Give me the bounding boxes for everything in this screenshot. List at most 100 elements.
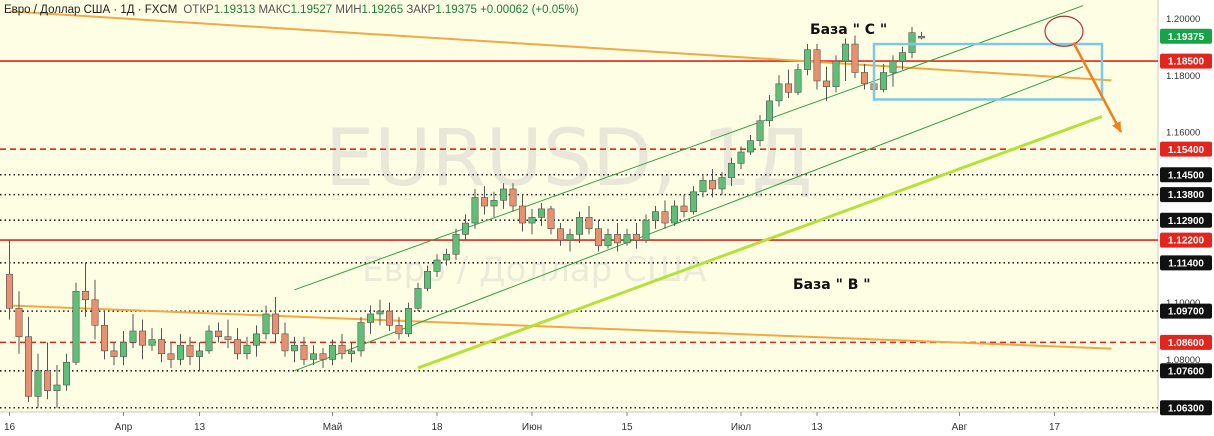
time-tick-label-0: 16 <box>4 422 16 433</box>
candle-body <box>832 60 840 87</box>
annotation-base-b: База " В " <box>793 277 871 293</box>
candle-body <box>680 205 688 212</box>
candle-body <box>43 370 51 391</box>
time-tick-label-10: 17 <box>1049 422 1061 433</box>
candle-body <box>623 234 631 244</box>
time-ticks: 16 Апр 13 Май 18 Июн 15 Июл 13 Авг 17 <box>4 412 1061 433</box>
candle-body <box>585 217 593 230</box>
level-badge-10-label: 1.06300 <box>1168 403 1205 414</box>
chart-legend: Евро / Доллар США · 1Д · FXCM ОТКР1.1931… <box>4 2 579 18</box>
candle-body <box>243 344 251 355</box>
level-badge-3-label: 1.13800 <box>1168 190 1205 201</box>
time-tick-label-9: Авг <box>952 422 968 433</box>
time-tick-label-5: Июн <box>522 422 542 433</box>
candle-body <box>205 330 213 352</box>
trendline-orange-lower <box>9 304 1112 350</box>
level-badge-0-label: 1.18500 <box>1168 57 1205 68</box>
level-badge-6-bg <box>1160 255 1212 271</box>
candle-body <box>699 180 707 193</box>
ohlc-values: ОТКР1.19313 МАКС1.19527 МИН1.19265 ЗАКР1… <box>183 4 578 16</box>
candle-body <box>328 344 336 360</box>
time-tick-label-3: Май <box>323 422 343 433</box>
candle-body <box>224 336 232 340</box>
candle-body <box>822 80 830 87</box>
candle-body <box>24 336 32 397</box>
candle-body <box>756 120 764 141</box>
symbol-title[interactable]: Евро / Доллар США · 1Д · FXCM <box>4 4 178 16</box>
candle-body <box>338 344 346 355</box>
candle-body <box>917 35 925 39</box>
candle-body <box>708 180 716 190</box>
candle-body <box>661 211 669 224</box>
candle-body <box>499 188 507 201</box>
candle-body <box>366 313 374 323</box>
candle-body <box>433 259 441 272</box>
level-badge-7-bg <box>1160 303 1212 319</box>
last-price-badge-bg <box>1160 28 1212 44</box>
candle-body <box>357 322 365 352</box>
candle-body <box>784 83 792 93</box>
candle-body <box>139 330 147 346</box>
time-tick-label-1: Апр <box>115 422 133 433</box>
candle-body <box>423 271 431 289</box>
candle-body <box>575 217 583 235</box>
candle-body <box>908 32 916 53</box>
candle-body <box>319 353 327 360</box>
price-badges: 1.18500 1.15400 1.14500 1.13800 1.12900 1.122… <box>1160 28 1212 416</box>
candle-body <box>290 344 298 352</box>
candle-body <box>15 307 23 338</box>
candle-body <box>718 177 726 190</box>
level-badge-1-label: 1.15400 <box>1168 145 1205 156</box>
price-tick-label-4: 1.08000 <box>1166 355 1200 366</box>
candle-body <box>309 353 317 360</box>
candle-body <box>253 333 261 346</box>
candle-body <box>404 307 412 335</box>
time-tick-label-8: 13 <box>811 422 823 433</box>
time-tick-label-4: 18 <box>431 422 443 433</box>
price-tick-label-3: 1.10000 <box>1166 298 1200 309</box>
candle-body <box>889 60 897 73</box>
candle-body <box>414 288 422 309</box>
last-price-badge-label: 1.19375 <box>1168 32 1205 43</box>
watermark-name: Евро / Доллар США <box>362 250 706 290</box>
candle-body <box>120 342 128 357</box>
candle-body <box>177 344 185 360</box>
candle-body <box>196 350 204 357</box>
candle-body <box>6 273 14 309</box>
price-tick-label-0: 1.20000 <box>1166 14 1200 25</box>
candle-body <box>158 339 166 355</box>
candle-body <box>689 191 697 212</box>
time-tick-label-6: 15 <box>621 422 633 433</box>
candle-body <box>62 361 70 386</box>
candle-body <box>651 211 659 221</box>
open-label: ОТКР <box>183 4 214 16</box>
candle-body <box>300 344 308 360</box>
candle-body <box>879 72 887 90</box>
candle-body <box>775 83 783 102</box>
candle-body <box>851 43 859 73</box>
level-badge-8-label: 1.08600 <box>1168 338 1205 349</box>
level-badge-2-label: 1.14500 <box>1168 170 1205 181</box>
close-value: 1.19375 <box>435 4 477 16</box>
candle-body <box>262 313 270 335</box>
trendline-channel-lower <box>294 66 1084 372</box>
time-tick-label-2: 13 <box>194 422 206 433</box>
candle-body <box>642 219 650 241</box>
candle-body <box>594 228 602 247</box>
candle-body <box>376 310 384 315</box>
candle-body <box>110 350 118 357</box>
trendline-channel-upper <box>294 5 1084 291</box>
level-badge-9-bg <box>1160 363 1212 379</box>
candle-body <box>765 100 773 122</box>
low-value: 1.19265 <box>361 4 404 16</box>
level-badge-4-bg <box>1160 212 1212 228</box>
candle-body <box>794 69 802 93</box>
time-axis[interactable] <box>0 412 1214 436</box>
consolidation-box <box>872 42 1104 101</box>
open-value: 1.19313 <box>213 4 256 16</box>
candle-body <box>385 310 393 326</box>
candle-body <box>737 151 745 164</box>
candle-body <box>518 205 526 224</box>
forecast-arrow <box>1072 42 1123 133</box>
